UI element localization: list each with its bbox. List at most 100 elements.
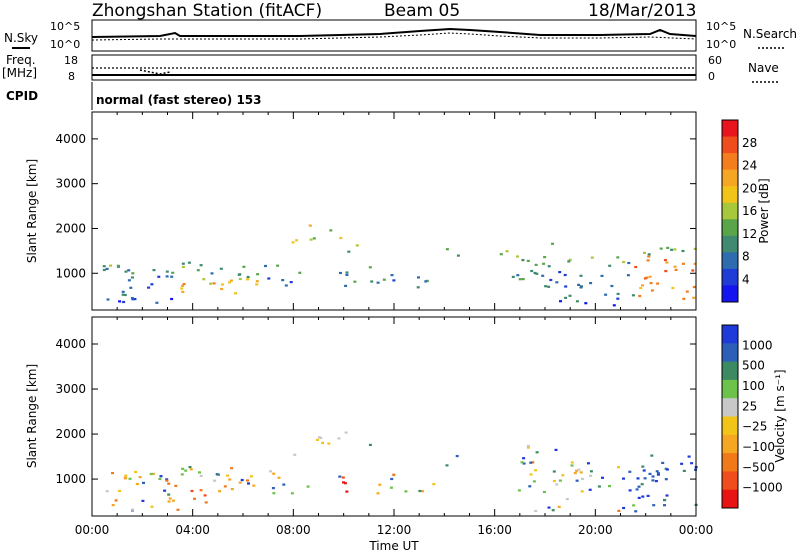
backscatter-cell — [557, 505, 561, 508]
freq-unit: [MHz] — [2, 66, 37, 80]
colorbar-segment — [722, 169, 738, 187]
backscatter-cell — [181, 290, 185, 293]
colorbar-segment — [722, 219, 738, 237]
backscatter-cell — [216, 473, 220, 476]
backscatter-cell — [608, 264, 612, 267]
backscatter-cell — [339, 271, 342, 275]
backscatter-cell — [564, 296, 568, 299]
power-yaxis: 1000 2000 3000 4000 — [55, 112, 697, 310]
velocity-ylabel: Slant Range [km] — [25, 364, 39, 468]
backscatter-cell — [123, 293, 127, 297]
backscatter-cell — [111, 472, 114, 475]
backscatter-cell — [650, 289, 654, 292]
backscatter-cell — [511, 275, 515, 278]
backscatter-cell — [180, 473, 184, 476]
velocity-colorbar: 1000 500 100 25 −25 −100 −500 −1000 — [721, 324, 783, 509]
backscatter-cell — [568, 258, 572, 261]
backscatter-cell — [617, 509, 621, 512]
backscatter-cell — [558, 271, 562, 274]
colorbar-segment — [722, 453, 738, 472]
xtick-label: 04:00 — [175, 523, 210, 537]
backscatter-cell — [580, 490, 584, 493]
colorbar-tick-label: −1000 — [742, 481, 783, 495]
backscatter-cell — [345, 273, 349, 276]
backscatter-cell — [622, 506, 626, 510]
backscatter-cell — [152, 269, 156, 272]
time-xaxis: 00:00 04:00 08:00 12:00 16:00 20:00 00:00 — [75, 523, 714, 537]
backscatter-cell — [551, 509, 555, 512]
backscatter-cell — [535, 272, 539, 275]
backscatter-cell — [131, 272, 135, 275]
backscatter-cell — [135, 482, 139, 486]
backscatter-cell — [193, 497, 196, 500]
backscatter-cell — [105, 490, 109, 493]
backscatter-cell — [526, 446, 530, 449]
backscatter-cell — [651, 475, 655, 478]
backscatter-cell — [682, 297, 686, 300]
backscatter-cell — [666, 246, 670, 249]
backscatter-cell — [255, 283, 259, 286]
backscatter-cell — [355, 244, 359, 247]
backscatter-cell — [547, 265, 551, 268]
backscatter-cell — [628, 470, 632, 473]
backscatter-cell — [174, 484, 178, 487]
backscatter-cell — [597, 485, 601, 488]
backscatter-cell — [551, 242, 554, 245]
colorbar-segment — [722, 120, 738, 138]
backscatter-cell — [212, 282, 216, 285]
power-ylabel: Slant Range [km] — [25, 159, 39, 263]
backscatter-cell — [639, 287, 643, 290]
backscatter-cell — [648, 275, 652, 278]
backscatter-cell — [559, 300, 562, 303]
backscatter-cell — [541, 274, 545, 277]
colorbar-tick-label: 100 — [742, 379, 765, 393]
backscatter-cell — [424, 280, 428, 283]
backscatter-cell — [588, 488, 592, 491]
colorbar-tick-label: 1000 — [742, 338, 773, 352]
backscatter-cell — [102, 268, 106, 272]
backscatter-cell — [499, 253, 503, 256]
backscatter-cell — [124, 474, 128, 477]
backscatter-cell — [281, 279, 285, 282]
backscatter-cell — [309, 238, 313, 241]
backscatter-cell — [555, 281, 559, 284]
colorbar-segment — [722, 379, 738, 399]
nsearch-tick-bottom: 10^0 — [706, 38, 736, 51]
backscatter-cell — [671, 286, 675, 290]
colorbar-segment — [722, 136, 738, 154]
backscatter-cell — [106, 298, 110, 301]
backscatter-cell — [163, 489, 167, 492]
backscatter-cell — [242, 265, 246, 268]
backscatter-cell — [295, 239, 299, 242]
nsky-strip: N.Sky 10^5 10^0 N.Search 10^5 10^0 — [4, 19, 797, 52]
backscatter-cell — [133, 298, 137, 301]
backscatter-cell — [105, 267, 109, 270]
backscatter-cell — [577, 468, 581, 471]
ytick-label: 4000 — [55, 337, 86, 351]
backscatter-cell — [608, 485, 611, 488]
nave-tick-top: 60 — [708, 54, 722, 67]
backscatter-cell — [176, 508, 180, 511]
ytick-label: 4000 — [55, 132, 86, 146]
backscatter-cell — [368, 443, 372, 446]
backscatter-cell — [256, 273, 260, 276]
backscatter-cell — [575, 469, 579, 472]
backscatter-cell — [416, 286, 420, 289]
backscatter-cell — [418, 489, 422, 493]
backscatter-cell — [392, 473, 396, 476]
backscatter-cell — [680, 462, 684, 465]
cpid-label: CPID — [6, 89, 38, 103]
backscatter-cell — [165, 479, 169, 482]
backscatter-cell — [378, 483, 382, 486]
backscatter-cell — [189, 468, 193, 471]
colorbar-tick-label: 25 — [742, 399, 757, 413]
backscatter-cell — [627, 261, 631, 265]
backscatter-cell — [521, 259, 525, 262]
backscatter-cell — [657, 472, 660, 475]
backscatter-cell — [542, 262, 546, 265]
colorbar-segment — [722, 202, 738, 220]
backscatter-cell — [637, 496, 641, 499]
backscatter-cell — [533, 271, 537, 275]
backscatter-cell — [604, 293, 608, 296]
backscatter-cell — [171, 271, 175, 274]
